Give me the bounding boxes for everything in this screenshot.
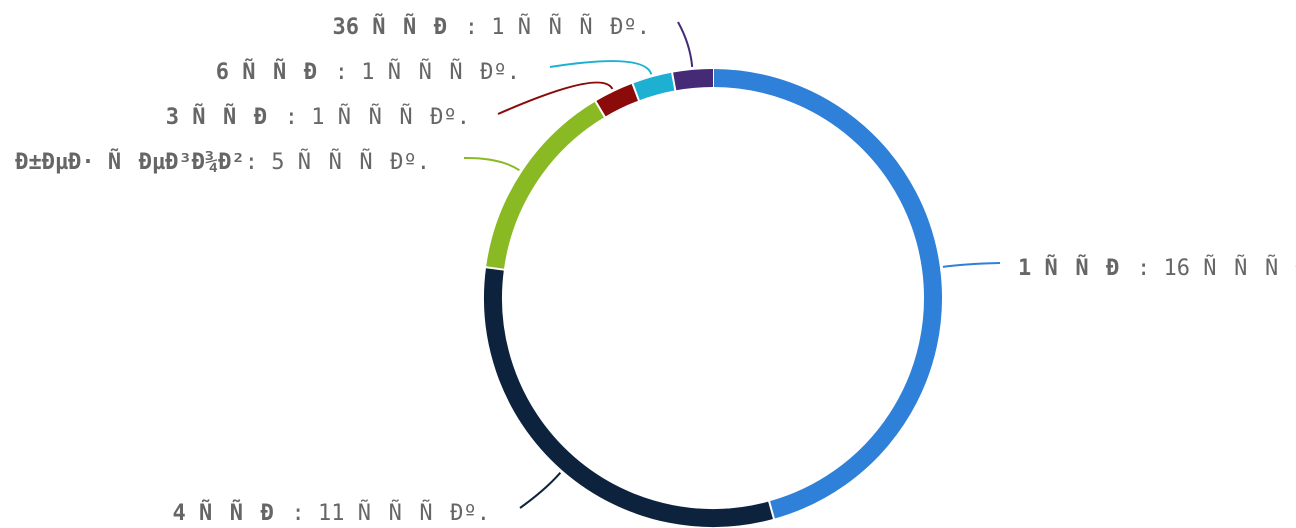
slice-label-5: 36 ÑÑÐ: 1 ÑÑÑÐº. bbox=[332, 13, 650, 40]
slice-4[interactable] bbox=[632, 72, 676, 101]
leader-line-3 bbox=[497, 81, 614, 115]
slice-category-label-2: Ð±ÐµÐ· ÑÐµÐ³Ð¾Ð² bbox=[15, 149, 245, 175]
slice-separator-text-1: : bbox=[291, 501, 318, 526]
slice-label-2: Ð±ÐµÐ· ÑÐµÐ³Ð¾Ð²: 5 ÑÑÑÐº. bbox=[15, 148, 430, 175]
slice-label-3: 3 ÑÑÐ: 1 ÑÑÑÐº. bbox=[166, 103, 470, 130]
slice-value-label-0: 16 ÑÑÑÐº. bbox=[1164, 254, 1296, 281]
slice-separator-text-0: : bbox=[1137, 256, 1164, 281]
slice-0[interactable] bbox=[712, 69, 942, 519]
slice-value-label-3: 1 ÑÑÑÐº. bbox=[311, 103, 470, 130]
leader-line-1 bbox=[519, 472, 562, 509]
leader-line-4 bbox=[549, 60, 653, 75]
leader-line-5 bbox=[677, 21, 694, 68]
slice-value-label-4: 1 ÑÑÑÐº. bbox=[361, 58, 520, 85]
slice-value-label-5: 1 ÑÑÑÐº. bbox=[491, 13, 650, 40]
leader-lines bbox=[463, 21, 1001, 509]
leader-line-0 bbox=[942, 262, 1001, 268]
slice-category-label-1: 4 ÑÑÐ bbox=[172, 500, 291, 526]
slice-separator-text-5: : bbox=[465, 15, 492, 40]
slice-2[interactable] bbox=[486, 101, 605, 270]
slice-separator-3 bbox=[594, 100, 607, 119]
slice-separator-text-4: : bbox=[335, 60, 362, 85]
slice-label-0: 1 ÑÑÐ: 16 ÑÑÑÐº. bbox=[1018, 254, 1296, 281]
slice-value-label-2: 5 ÑÑÑÐº. bbox=[271, 148, 430, 175]
slice-label-1: 4 ÑÑÐ: 11 ÑÑÑÐº. bbox=[172, 499, 490, 526]
slice-separator-2 bbox=[484, 266, 506, 271]
slices bbox=[484, 68, 942, 527]
slice-5[interactable] bbox=[672, 69, 714, 91]
slice-category-label-0: 1 ÑÑÐ bbox=[1018, 255, 1137, 281]
slice-1[interactable] bbox=[484, 267, 774, 527]
slice-separator-4 bbox=[631, 82, 641, 102]
slice-label-4: 6 ÑÑÐ: 1 ÑÑÑÐº. bbox=[216, 58, 520, 85]
slice-category-label-4: 6 ÑÑÐ bbox=[216, 59, 335, 85]
slice-category-label-3: 3 ÑÑÐ bbox=[166, 104, 285, 130]
slice-separator-text-2: : bbox=[245, 150, 272, 175]
leader-line-2 bbox=[463, 156, 520, 172]
slice-separator-5 bbox=[670, 71, 677, 92]
slice-labels: 1 ÑÑÐ: 16 ÑÑÑÐº. 4 ÑÑÐ: 11 ÑÑÑ… bbox=[15, 13, 1296, 526]
slice-category-label-5: 36 ÑÑÐ bbox=[332, 14, 464, 40]
slice-value-label-1: 11 ÑÑÑÐº. bbox=[318, 499, 490, 526]
slice-3[interactable] bbox=[595, 83, 640, 117]
slice-separator-1 bbox=[767, 500, 776, 520]
slice-separator-text-3: : bbox=[285, 105, 312, 130]
